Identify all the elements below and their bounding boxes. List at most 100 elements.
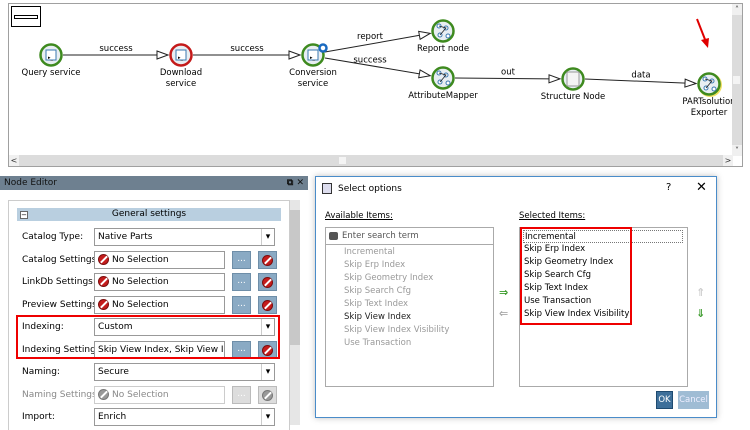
setting-row: Naming: Secure xyxy=(22,362,282,382)
close-button[interactable]: ✕ xyxy=(696,180,707,195)
available-item[interactable]: Skip Erp Index xyxy=(344,260,406,270)
scroll-down-icon[interactable]: ˅ xyxy=(732,145,742,156)
edge-success[interactable]: success xyxy=(324,56,432,80)
selected-item[interactable]: Skip View Index Visibility xyxy=(524,309,630,319)
available-item[interactable]: Skip View Index xyxy=(344,312,412,322)
node-label: Download xyxy=(160,68,202,78)
selected-items-list[interactable]: Incremental Skip Erp Index Skip Geometry I… xyxy=(519,227,688,387)
ok-button[interactable]: OK xyxy=(656,391,673,409)
clear-icon xyxy=(262,254,273,266)
edge-success[interactable]: success xyxy=(63,44,170,60)
setting-row: Catalog Type: Native Parts xyxy=(22,227,282,247)
setting-label: Indexing Settings: xyxy=(22,344,104,355)
vertical-scrollbar[interactable]: ˄ ˅ xyxy=(732,4,742,156)
collapse-icon[interactable]: − xyxy=(20,211,28,219)
setting-value-field[interactable]: No Selection xyxy=(94,385,225,404)
available-item[interactable]: Incremental xyxy=(344,247,395,257)
selected-item[interactable]: Skip Erp Index xyxy=(524,244,586,254)
clear-button[interactable] xyxy=(258,295,277,314)
edge-data[interactable]: data xyxy=(584,71,698,88)
available-item[interactable]: Skip Text Index xyxy=(344,299,409,309)
browse-button[interactable]: ... xyxy=(232,295,251,314)
edge-label: data xyxy=(631,71,650,81)
clear-button[interactable] xyxy=(258,273,277,291)
move-down-icon[interactable]: ⇓ xyxy=(696,307,706,320)
add-arrow-icon[interactable]: ⇒ xyxy=(499,286,509,299)
clear-icon xyxy=(262,389,273,401)
svg-text:▸_: ▸_ xyxy=(178,55,184,61)
setting-dropdown[interactable]: Custom xyxy=(94,318,275,336)
selected-item[interactable]: Skip Geometry Index xyxy=(524,257,614,267)
browse-button[interactable]: ... xyxy=(232,340,251,359)
workflow-node[interactable]: ▸_ Query service xyxy=(22,43,81,79)
setting-dropdown[interactable]: Enrich xyxy=(94,408,275,426)
edge-success[interactable]: success xyxy=(193,44,302,60)
horizontal-scrollbar[interactable]: < > xyxy=(9,155,733,166)
scroll-left-icon[interactable]: < xyxy=(9,155,19,166)
service-icon xyxy=(307,49,319,61)
node-label: Query service xyxy=(22,68,81,78)
clear-button[interactable] xyxy=(258,385,277,404)
setting-label: Indexing: xyxy=(22,322,64,332)
node-label: PARTsolution xyxy=(682,97,733,107)
edge-label: success xyxy=(230,44,264,54)
available-items-list[interactable]: Enter search term Incremental Skip Erp In… xyxy=(325,227,494,387)
pin-close-icons[interactable]: ⧉ ✕ xyxy=(286,178,304,188)
available-item[interactable]: Skip View Index Visibility xyxy=(344,325,450,335)
clear-button[interactable] xyxy=(258,250,277,269)
setting-row: Import: Enrich xyxy=(22,407,282,427)
annotation-highlight-box xyxy=(520,227,632,325)
scroll-right-icon[interactable]: > xyxy=(723,155,733,166)
minimap-toggle[interactable] xyxy=(11,6,41,27)
edge-label: success xyxy=(353,56,387,66)
setting-value-field[interactable]: No Selection xyxy=(94,250,225,269)
scroll-up-icon[interactable]: ˄ xyxy=(732,4,742,15)
clear-button[interactable] xyxy=(258,340,277,359)
selected-items-header: Selected Items: xyxy=(519,211,586,221)
setting-label: Catalog Settings: xyxy=(22,254,100,265)
setting-dropdown[interactable]: Secure xyxy=(94,363,275,381)
service-icon xyxy=(45,49,57,61)
selected-item[interactable]: Incremental xyxy=(523,230,683,243)
workflow-canvas[interactable]: success success report success out data ▸_ Quer… xyxy=(8,3,743,167)
field-value: No Selection xyxy=(112,299,169,310)
selected-item[interactable]: Skip Search Cfg xyxy=(524,270,592,280)
clear-icon xyxy=(262,277,273,288)
browse-button[interactable]: ... xyxy=(232,250,251,269)
available-item[interactable]: Skip Geometry Index xyxy=(344,273,434,283)
selected-item[interactable]: Skip Text Index xyxy=(524,283,589,293)
setting-value-field[interactable]: No Selection xyxy=(94,273,225,291)
help-button[interactable]: ? xyxy=(666,182,672,193)
scroll-thumb[interactable] xyxy=(290,210,300,345)
move-up-icon[interactable]: ⇑ xyxy=(696,286,706,299)
edge-report[interactable]: report xyxy=(324,29,432,53)
browse-button[interactable]: ... xyxy=(232,385,251,404)
setting-row: LinkDb Settings: No Selection... xyxy=(22,272,282,292)
edge-out[interactable]: out xyxy=(454,68,562,84)
cancel-button[interactable]: Cancel xyxy=(678,391,709,409)
remove-arrow-icon[interactable]: ⇐ xyxy=(499,307,509,320)
setting-row: Indexing: Custom xyxy=(22,317,282,337)
workflow-node[interactable]: AttributeMapper xyxy=(408,66,478,102)
mapper-icon xyxy=(436,23,451,39)
annotation-arrowhead xyxy=(701,38,709,48)
general-settings-section[interactable]: − General settings xyxy=(17,208,281,221)
field-value: No Selection xyxy=(112,277,169,287)
search-input[interactable]: Enter search term xyxy=(326,228,493,245)
setting-label: Preview Settings: xyxy=(22,299,100,310)
selected-item[interactable]: Use Transaction xyxy=(524,296,592,306)
workflow-node[interactable]: Report node xyxy=(417,19,469,55)
setting-dropdown[interactable]: Native Parts xyxy=(94,228,275,246)
workflow-node[interactable]: Structure Node xyxy=(541,67,605,103)
scroll-thumb[interactable] xyxy=(733,76,740,84)
available-item[interactable]: Skip Search Cfg xyxy=(344,286,412,296)
setting-value-field[interactable]: No Selection xyxy=(94,295,225,314)
available-item[interactable]: Use Transaction xyxy=(344,338,412,348)
editor-scrollbar[interactable] xyxy=(290,200,300,425)
scroll-thumb[interactable] xyxy=(339,157,346,164)
browse-button[interactable]: ... xyxy=(232,273,251,291)
node-label: Report node xyxy=(417,44,469,54)
